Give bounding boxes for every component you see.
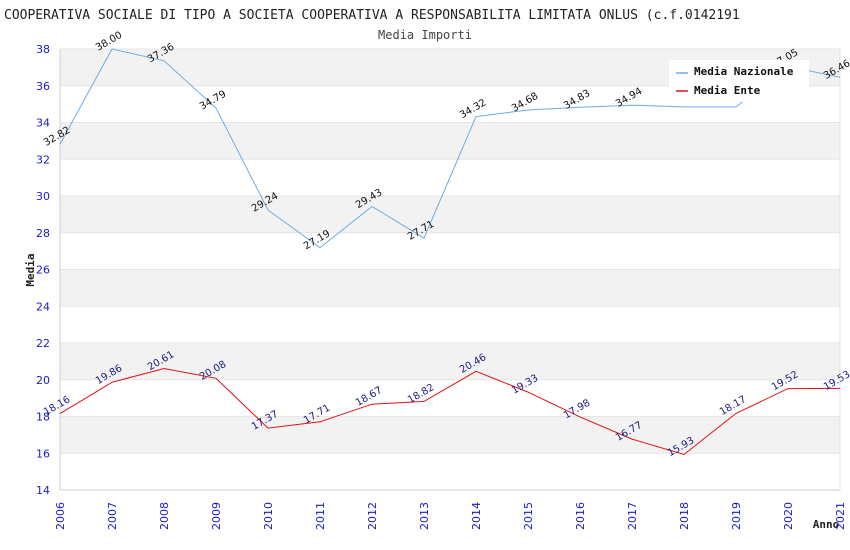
grid-band xyxy=(60,343,840,380)
legend-label-media-ente: Media Ente xyxy=(694,84,761,97)
y-tick-label: 28 xyxy=(36,227,50,240)
grid-band xyxy=(60,196,840,233)
data-label: 34.94 xyxy=(614,86,644,110)
x-tick-labels: 2006 2007 2008 2009 2010 2011 2012 2013 2014 2015… xyxy=(54,502,847,530)
y-tick-label: 24 xyxy=(36,300,50,313)
y-tick-labels: 14 16 18 20 22 24 26 28 30 32 34 36 38 xyxy=(36,43,50,497)
y-tick-label: 36 xyxy=(36,80,50,93)
x-axis-label: Anno xyxy=(813,518,840,531)
data-label: 18.17 xyxy=(718,394,748,418)
y-tick-label: 20 xyxy=(36,374,50,387)
y-tick-label: 18 xyxy=(36,411,50,424)
y-tick-label: 16 xyxy=(36,447,50,460)
y-tick-label: 34 xyxy=(36,117,50,130)
data-label: 34.68 xyxy=(510,91,540,115)
series-line-media-ente xyxy=(59,367,841,456)
y-tick-label: 30 xyxy=(36,190,50,203)
grid-band xyxy=(60,269,840,307)
chart-subtitle: Media Importi xyxy=(378,28,472,42)
x-tick-label: 2009 xyxy=(210,502,223,530)
x-tick-label: 2012 xyxy=(366,502,379,530)
x-tick-label: 2007 xyxy=(106,502,119,530)
y-tick-label: 32 xyxy=(36,153,50,166)
axes xyxy=(59,49,841,491)
x-tick-label: 2013 xyxy=(418,502,431,530)
legend-box xyxy=(669,60,809,102)
x-tick-label: 2020 xyxy=(782,502,795,530)
x-tick-label: 2010 xyxy=(262,502,275,530)
y-tick-label: 38 xyxy=(36,43,50,56)
grid-band xyxy=(60,416,840,454)
x-tick-label: 2016 xyxy=(574,502,587,530)
data-label: 34.32 xyxy=(458,97,488,121)
chart-title: COOPERATIVA SOCIALE DI TIPO A SOCIETA CO… xyxy=(4,8,740,23)
x-tick-label: 2011 xyxy=(314,502,327,530)
legend: Media Nazionale Media Ente xyxy=(669,60,809,102)
y-tick-label: 22 xyxy=(36,337,50,350)
data-label: 34.83 xyxy=(562,88,592,112)
x-tick-label: 2006 xyxy=(54,502,67,530)
legend-label-media-nazionale: Media Nazionale xyxy=(694,65,794,78)
x-tick-label: 2019 xyxy=(730,502,743,530)
x-tick-label: 2021 xyxy=(834,502,847,530)
x-tick-label: 2018 xyxy=(678,502,691,530)
x-tick-label: 2015 xyxy=(522,502,535,530)
series-lines xyxy=(59,48,841,456)
data-label: 18.16 xyxy=(42,394,72,418)
x-tick-label: 2008 xyxy=(158,502,171,530)
grid-band xyxy=(60,122,840,160)
y-tick-label: 14 xyxy=(36,484,50,497)
data-label: 18.82 xyxy=(406,382,436,406)
y-tick-label: 26 xyxy=(36,264,50,277)
x-tick-label: 2017 xyxy=(626,502,639,530)
series-line-media-nazionale xyxy=(59,48,841,249)
data-label: 34.79 xyxy=(198,89,228,113)
y-axis-label: Media xyxy=(24,253,37,286)
x-tick-label: 2014 xyxy=(470,502,483,530)
